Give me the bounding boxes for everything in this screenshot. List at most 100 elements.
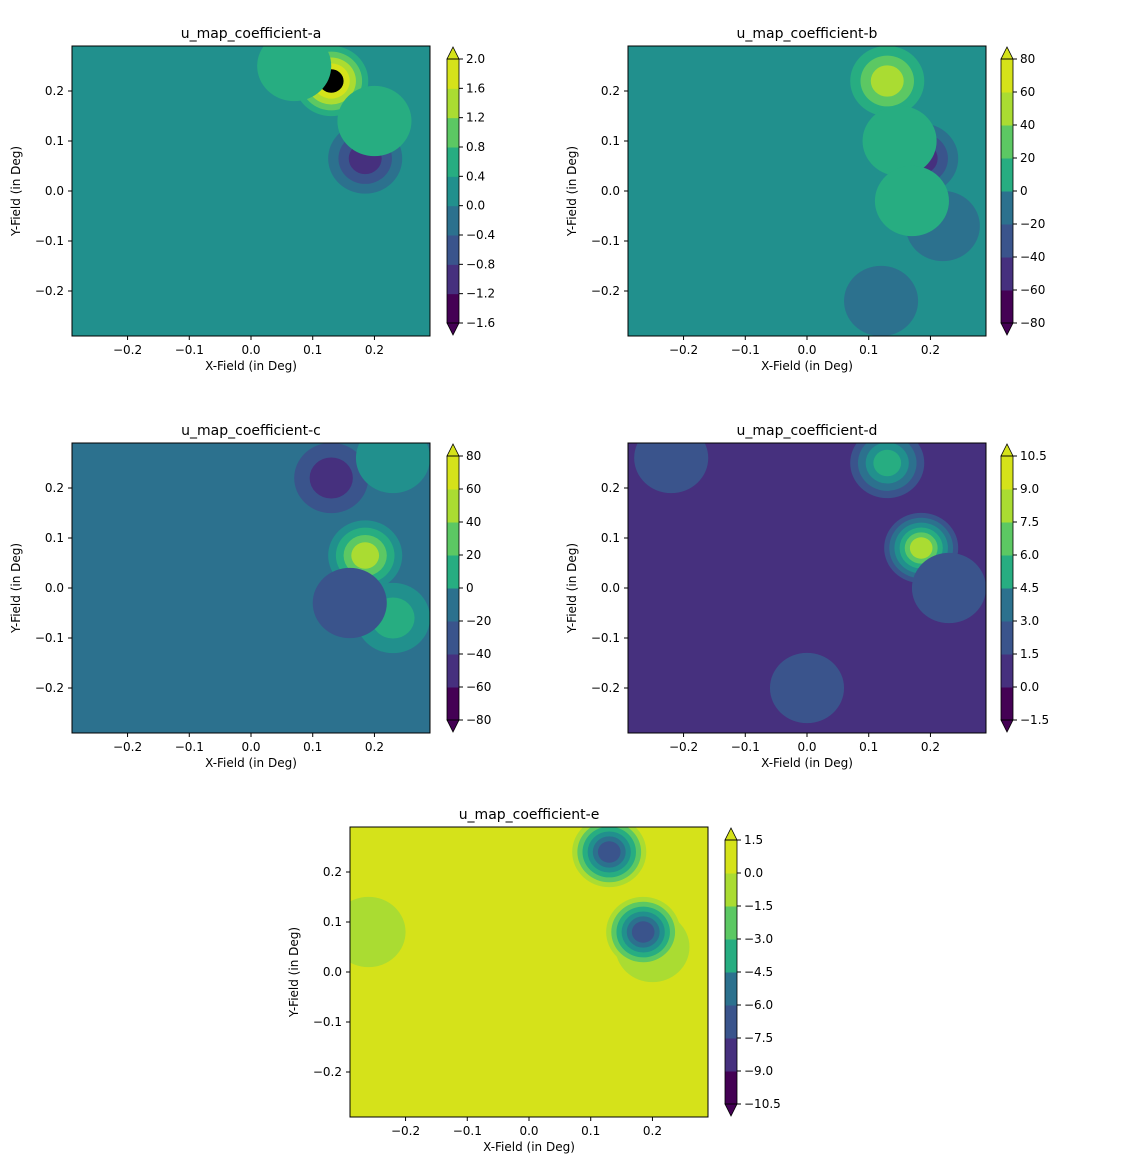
y-tick-label: 0.1 bbox=[45, 134, 64, 148]
contour-region bbox=[634, 443, 709, 494]
colorbar-band bbox=[1001, 125, 1013, 159]
colorbar-tick-label: 60 bbox=[466, 482, 481, 496]
y-tick-label: −0.1 bbox=[313, 1015, 342, 1029]
colorbar: −10.5 −9.0 −7.5 −6.0 −4.5 −3.0 −1.5 0.0 1.5 bbox=[724, 827, 781, 1117]
colorbar-band bbox=[1001, 290, 1013, 324]
colorbar-band bbox=[447, 489, 459, 523]
colorbar-tick-label: 0.4 bbox=[466, 169, 485, 183]
contour-plot bbox=[72, 46, 430, 336]
contour-region bbox=[844, 265, 919, 336]
y-tick-label: 0.0 bbox=[45, 184, 64, 198]
contour-region bbox=[873, 449, 902, 477]
colorbar-band bbox=[1001, 224, 1013, 258]
colorbar-band bbox=[447, 88, 459, 119]
colorbar-tick-label: −1.2 bbox=[466, 287, 495, 301]
chart-panel-0: −0.2 −0.1 0.0 0.1 0.2 −0.2 −0.1 0.0 0.1 0.2 u_map_… bbox=[9, 26, 495, 373]
colorbar-tick-label: 0.0 bbox=[1020, 680, 1039, 694]
colorbar-tick-label: −10.5 bbox=[744, 1097, 781, 1111]
chart-panel-2: −0.2 −0.1 0.0 0.1 0.2 −0.2 −0.1 0.0 0.1 0.2 u_map_… bbox=[9, 423, 491, 770]
colorbar-band bbox=[447, 235, 459, 265]
y-tick-label: −0.2 bbox=[591, 284, 620, 298]
colorbar-tick-label: −7.5 bbox=[744, 1031, 773, 1045]
colorbar-tick-label: −9.0 bbox=[744, 1064, 773, 1078]
x-tick-label: 0.2 bbox=[921, 343, 940, 357]
x-tick-label: −0.2 bbox=[391, 1124, 420, 1138]
x-tick-label: 0.1 bbox=[303, 343, 322, 357]
contour-plot bbox=[72, 443, 430, 733]
chart-panel-1: −0.2 −0.1 0.0 0.1 0.2 −0.2 −0.1 0.0 0.1 0.2 u_map_… bbox=[565, 26, 1045, 373]
colorbar-band bbox=[1001, 621, 1013, 655]
contour-region bbox=[862, 105, 937, 177]
contour-region bbox=[257, 46, 332, 102]
colorbar-tick-label: 0.8 bbox=[466, 140, 485, 154]
colorbar-extend-max bbox=[1000, 443, 1014, 457]
colorbar-band bbox=[447, 147, 459, 177]
x-axis-label: X-Field (in Deg) bbox=[761, 756, 853, 770]
contour-plot bbox=[628, 46, 986, 336]
colorbar-band bbox=[725, 1038, 737, 1072]
colorbar-tick-label: 20 bbox=[1020, 151, 1035, 165]
colorbar-band bbox=[1001, 687, 1013, 721]
contour-region bbox=[351, 542, 380, 569]
colorbar-band bbox=[725, 939, 737, 973]
colorbar-band bbox=[1001, 588, 1013, 622]
contour-region bbox=[870, 65, 904, 97]
colorbar-tick-label: 80 bbox=[1020, 52, 1035, 66]
x-tick-label: 0.0 bbox=[797, 740, 816, 754]
y-tick-label: 0.0 bbox=[45, 581, 64, 595]
colorbar-band bbox=[447, 654, 459, 688]
colorbar-band bbox=[447, 176, 459, 207]
colorbar-tick-label: −80 bbox=[1020, 316, 1045, 330]
x-axis-label: X-Field (in Deg) bbox=[205, 756, 297, 770]
colorbar-band bbox=[447, 588, 459, 622]
colorbar-band bbox=[1001, 654, 1013, 688]
colorbar-tick-label: 1.6 bbox=[466, 81, 485, 95]
y-tick-label: 0.2 bbox=[45, 481, 64, 495]
colorbar-extend-min bbox=[446, 322, 460, 336]
colorbar-band bbox=[1001, 191, 1013, 225]
colorbar-extend-max bbox=[446, 46, 460, 60]
colorbar-band bbox=[447, 59, 459, 89]
colorbar-band bbox=[1001, 158, 1013, 192]
colorbar-band bbox=[725, 840, 737, 874]
y-tick-label: −0.2 bbox=[591, 681, 620, 695]
contour-region bbox=[309, 457, 353, 499]
colorbar-band bbox=[447, 456, 459, 490]
x-tick-label: 0.2 bbox=[365, 343, 384, 357]
y-tick-label: 0.1 bbox=[601, 134, 620, 148]
y-tick-label: 0.0 bbox=[323, 965, 342, 979]
colorbar-tick-label: 6.0 bbox=[1020, 548, 1039, 562]
x-tick-label: −0.2 bbox=[113, 343, 142, 357]
colorbar-tick-label: 1.5 bbox=[1020, 647, 1039, 661]
chart-title: u_map_coefficient-d bbox=[737, 423, 878, 439]
colorbar: −1.5 0.0 1.5 3.0 4.5 6.0 7.5 9.0 10.5 bbox=[1000, 443, 1049, 733]
contour-region bbox=[355, 443, 430, 494]
x-tick-label: 0.1 bbox=[859, 343, 878, 357]
colorbar-band bbox=[1001, 456, 1013, 490]
colorbar-band bbox=[1001, 257, 1013, 291]
contour-region bbox=[631, 921, 655, 943]
chart-panel-4: −0.2 −0.1 0.0 0.1 0.2 −0.2 −0.1 0.0 0.1 0.2 u_map_… bbox=[287, 807, 781, 1154]
colorbar-band bbox=[1001, 92, 1013, 126]
contour-region bbox=[312, 567, 387, 639]
colorbar: −1.6 −1.2 −0.8 −0.4 0.0 0.4 0.8 1.2 1.6 2.0 bbox=[446, 46, 495, 336]
contour-region bbox=[350, 896, 406, 968]
chart-title: u_map_coefficient-c bbox=[181, 423, 321, 439]
colorbar-band bbox=[447, 687, 459, 721]
colorbar-tick-label: −4.5 bbox=[744, 965, 773, 979]
colorbar-tick-label: 40 bbox=[466, 515, 481, 529]
contour-plot bbox=[628, 443, 986, 733]
x-tick-label: −0.1 bbox=[175, 343, 204, 357]
x-tick-label: −0.1 bbox=[731, 740, 760, 754]
colorbar-tick-label: 40 bbox=[1020, 118, 1035, 132]
colorbar-band bbox=[447, 522, 459, 556]
y-tick-label: 0.2 bbox=[601, 481, 620, 495]
colorbar-extend-min bbox=[1000, 719, 1014, 733]
contour-region bbox=[909, 537, 933, 559]
x-tick-label: −0.2 bbox=[669, 740, 698, 754]
colorbar-band bbox=[1001, 522, 1013, 556]
y-tick-label: 0.1 bbox=[601, 531, 620, 545]
contour-region bbox=[769, 652, 845, 724]
chart-title: u_map_coefficient-b bbox=[737, 26, 878, 42]
